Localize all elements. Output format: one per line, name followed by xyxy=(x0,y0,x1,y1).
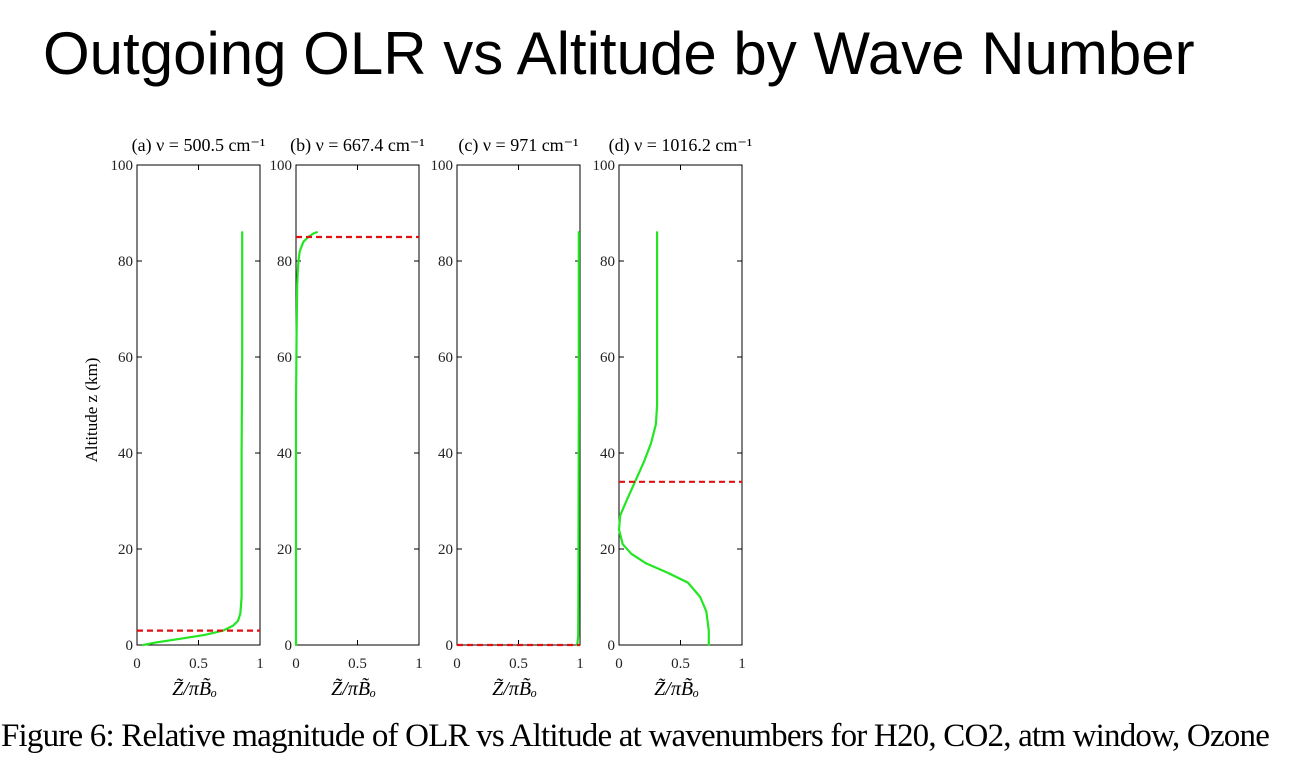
x-axis-label: Z̃/πB̃ₒ xyxy=(492,677,537,700)
x-tick-label: 0.5 xyxy=(509,656,528,672)
y-tick-label: 0 xyxy=(126,638,134,654)
y-tick-label: 60 xyxy=(600,350,615,366)
y-tick-label: 60 xyxy=(438,350,453,366)
y-tick-label: 60 xyxy=(118,350,133,366)
x-axis-label: Z̃/πB̃ₒ xyxy=(654,677,699,700)
x-axis-label: Z̃/πB̃ₒ xyxy=(331,677,376,700)
x-tick-label: 0.5 xyxy=(189,656,208,672)
y-tick-label: 40 xyxy=(118,446,133,462)
y-tick-label: 0 xyxy=(608,638,616,654)
y-tick-label: 0 xyxy=(446,638,454,654)
plot-frame xyxy=(456,164,581,646)
y-tick-label: 80 xyxy=(438,254,453,270)
y-tick-label: 40 xyxy=(600,446,615,462)
panel-title: (d) ν = 1016.2 cm⁻¹ xyxy=(609,135,753,156)
y-tick-label: 80 xyxy=(118,254,133,270)
x-tick-label: 0 xyxy=(453,656,461,672)
slide-title: Outgoing OLR vs Altitude by Wave Number xyxy=(43,20,1195,87)
x-tick-label: 1 xyxy=(415,656,423,672)
data-series-line xyxy=(294,231,318,647)
y-tick-label: 20 xyxy=(600,542,615,558)
y-tick-label: 100 xyxy=(431,158,454,174)
y-tick-label: 80 xyxy=(600,254,615,270)
x-tick-label: 1 xyxy=(576,656,584,672)
x-tick-label: 0.5 xyxy=(671,656,690,672)
x-tick-label: 0 xyxy=(292,656,300,672)
y-tick-label: 100 xyxy=(270,158,293,174)
y-tick-label: 0 xyxy=(285,638,293,654)
x-tick-label: 1 xyxy=(256,656,264,672)
panel-title: (b) ν = 667.4 cm⁻¹ xyxy=(290,135,425,156)
x-tick-label: 1 xyxy=(738,656,746,672)
y-tick-label: 40 xyxy=(438,446,453,462)
y-tick-label: 20 xyxy=(277,542,292,558)
x-tick-label: 0.5 xyxy=(348,656,367,672)
data-series-line xyxy=(617,231,710,647)
y-tick-label: 40 xyxy=(277,446,292,462)
x-tick-label: 0 xyxy=(615,656,623,672)
plot-frame xyxy=(618,164,743,646)
y-tick-label: 80 xyxy=(277,254,292,270)
y-tick-label: 100 xyxy=(111,158,134,174)
y-tick-label: 20 xyxy=(118,542,133,558)
x-tick-label: 0 xyxy=(133,656,141,672)
y-tick-label: 20 xyxy=(438,542,453,558)
data-series-line xyxy=(575,231,580,647)
data-series-line xyxy=(142,231,244,647)
y-tick-label: 60 xyxy=(277,350,292,366)
y-tick-label: 100 xyxy=(593,158,616,174)
figure-caption: Figure 6: Relative magnitude of OLR vs A… xyxy=(0,718,1270,754)
y-axis-label: Altitude z (km) xyxy=(82,358,101,463)
x-axis-label: Z̃/πB̃ₒ xyxy=(172,677,217,700)
panel-title: (c) ν = 971 cm⁻¹ xyxy=(458,135,578,156)
panel-title: (a) ν = 500.5 cm⁻¹ xyxy=(132,135,266,156)
